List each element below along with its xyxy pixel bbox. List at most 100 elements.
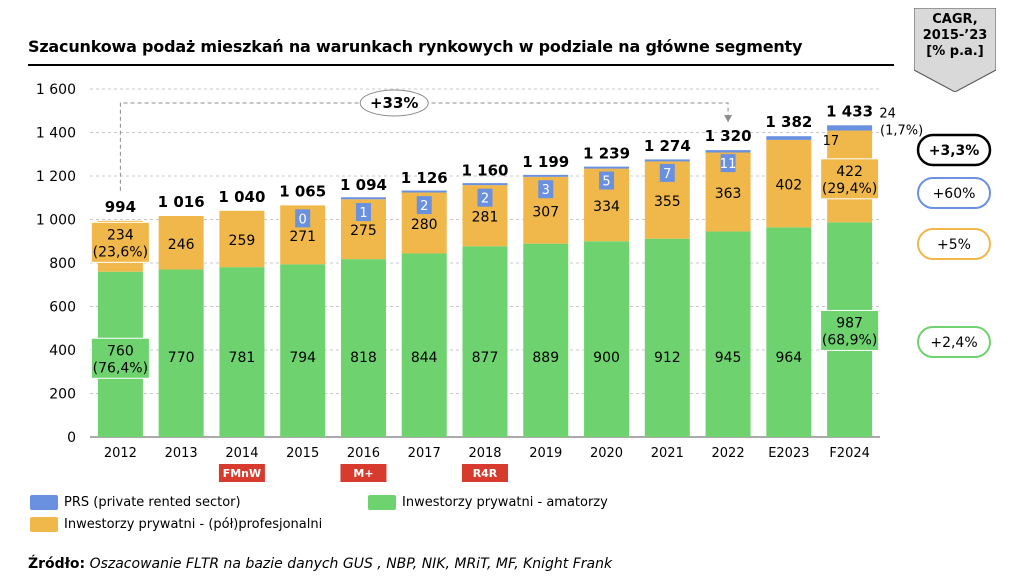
y-tick-label: 1 200 xyxy=(36,169,76,185)
green-value-label: 794 xyxy=(289,350,316,366)
bar-green-E2023 xyxy=(766,227,812,437)
bar-blue-2018 xyxy=(462,183,508,186)
cagr-oval xyxy=(917,228,991,260)
program-badge-label: R4R xyxy=(473,467,498,480)
orange-label-F2024-box xyxy=(820,158,880,200)
program-badge-label: FMnW xyxy=(223,467,261,480)
legend-swatch-amatorzy xyxy=(368,495,396,510)
orange-label-F2024-value: 422 xyxy=(836,164,863,180)
cagr-oval xyxy=(917,326,991,358)
green-value-label: 945 xyxy=(715,350,742,366)
prs-share-label: (1,7%) xyxy=(880,123,923,138)
legend-label-profesjonalni: Inwestorzy prywatni - (pół)profesjonalni xyxy=(64,517,323,532)
bar-blue-2019 xyxy=(523,174,569,177)
x-tick-label: F2024 xyxy=(829,446,870,461)
bar-green-2017 xyxy=(401,253,447,437)
legend-item-profesjonalni: Inwestorzy prywatni - (pół)profesjonalni xyxy=(30,516,322,534)
program-badge xyxy=(340,464,387,482)
prs-value-label: 24 xyxy=(879,106,896,121)
orange-value-label: 307 xyxy=(532,204,559,220)
growth-arrow-head xyxy=(724,115,733,123)
cagr-oval xyxy=(917,177,991,209)
x-tick-label: 2019 xyxy=(529,446,562,461)
growth-label: +33% xyxy=(370,94,418,112)
green-label-2012-share: (76,4%) xyxy=(93,360,148,376)
prs-value-label: 17 xyxy=(823,134,840,149)
bar-blue-F2024 xyxy=(827,125,873,131)
prs-value-label: 2 xyxy=(481,192,489,207)
green-value-label: 889 xyxy=(532,350,559,366)
total-label: 1 320 xyxy=(705,127,752,145)
growth-arrow-line xyxy=(119,102,729,191)
bar-blue-E2023 xyxy=(766,136,812,140)
cagr-header-line-2: 2015-’23 xyxy=(922,28,988,43)
total-label: 1 040 xyxy=(218,188,265,206)
orange-value-label: 246 xyxy=(168,237,195,253)
growth-label-bubble xyxy=(359,89,429,117)
prs-value-box-2016 xyxy=(355,203,371,222)
title-underline xyxy=(28,64,894,66)
legend-label-amatorzy: Inwestorzy prywatni - amatorzy xyxy=(402,495,608,510)
green-label-F2024-box xyxy=(820,309,880,351)
y-tick-label: 1 600 xyxy=(36,82,76,98)
green-label-2012-box xyxy=(90,337,150,379)
source-label: Źródło: xyxy=(28,556,86,572)
prs-value-label: 2 xyxy=(420,199,428,214)
bar-orange-E2023 xyxy=(766,139,812,228)
total-label: 1 016 xyxy=(158,193,205,211)
orange-value-label: 259 xyxy=(229,233,256,249)
green-value-label: 877 xyxy=(472,350,499,366)
total-label: 1 382 xyxy=(765,113,812,131)
orange-value-label: 271 xyxy=(289,229,316,245)
total-label: 1 160 xyxy=(462,162,509,180)
green-value-label: 900 xyxy=(593,350,620,366)
prs-value-label: 11 xyxy=(720,157,737,172)
x-tick-label: 2018 xyxy=(468,446,501,461)
bar-green-2018 xyxy=(462,246,508,437)
bar-blue-2020 xyxy=(584,166,630,169)
cagr-value: +5% xyxy=(937,237,971,253)
prs-value-label: 3 xyxy=(542,183,550,198)
cagr-header-line-1: CAGR, xyxy=(932,12,978,27)
bar-blue-2017 xyxy=(401,190,447,193)
x-tick-label: 2017 xyxy=(408,446,441,461)
legend-swatch-profesjonalni xyxy=(30,517,58,532)
cagr-value: +3,3% xyxy=(929,143,980,159)
bar-green-2022 xyxy=(705,231,751,437)
cagr-oval xyxy=(916,133,992,167)
prs-value-box-2019 xyxy=(538,180,554,199)
x-tick-label: 2013 xyxy=(165,446,198,461)
total-label: 1 239 xyxy=(583,145,630,163)
total-label: 1 199 xyxy=(522,153,569,171)
bar-green-2020 xyxy=(584,241,630,437)
total-label: 1 065 xyxy=(279,182,326,200)
prs-value-label: 0 xyxy=(299,212,307,227)
green-value-label: 781 xyxy=(229,350,256,366)
legend-swatch-prs xyxy=(30,495,58,510)
prs-value-label: 5 xyxy=(602,175,610,190)
legend-item-prs: PRS (private rented sector) xyxy=(30,494,241,512)
legend-item-amatorzy: Inwestorzy prywatni - amatorzy xyxy=(368,494,608,512)
bar-green-2019 xyxy=(523,243,569,437)
x-tick-label: E2023 xyxy=(768,446,809,461)
cagr-value: +2,4% xyxy=(930,335,977,351)
y-tick-label: 400 xyxy=(49,343,76,359)
green-value-label: 964 xyxy=(775,350,802,366)
prs-value-box-2015 xyxy=(295,209,311,228)
prs-value-label: 1 xyxy=(359,206,367,221)
x-tick-label: 2014 xyxy=(225,446,258,461)
prs-value-label: 7 xyxy=(663,167,671,182)
green-label-F2024-value: 987 xyxy=(836,315,863,331)
bar-blue-2016 xyxy=(340,197,386,200)
orange-value-label: 363 xyxy=(715,186,742,202)
x-tick-label: 2021 xyxy=(651,446,684,461)
chart-title: Szacunkowa podaż mieszkań na warunkach r… xyxy=(28,37,803,56)
total-label: 1 126 xyxy=(401,169,448,187)
orange-label-2012-box xyxy=(90,221,150,263)
green-value-label: 844 xyxy=(411,350,438,366)
orange-label-2012-value: 234 xyxy=(107,227,134,243)
prs-value-box-2022 xyxy=(720,154,736,173)
total-label: 1 274 xyxy=(644,137,691,155)
cagr-header-line-3: [% p.a.] xyxy=(926,44,984,59)
